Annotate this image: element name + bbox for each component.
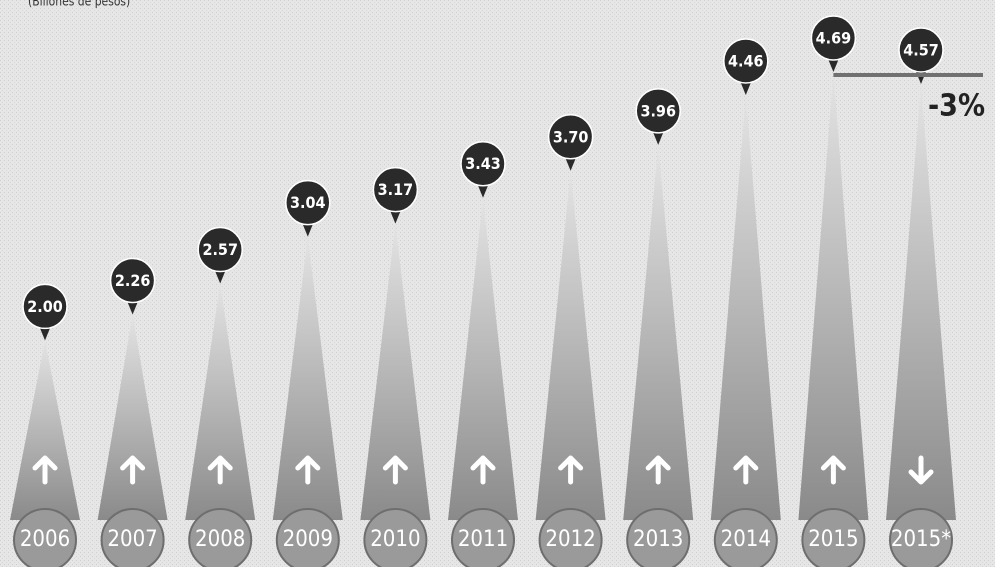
x-tick-label: 2015 <box>808 527 858 552</box>
page: {"chart_data": {"type": "bar", "subtitle… <box>0 0 995 567</box>
x-tick-label: 2011 <box>458 527 508 552</box>
value-label: 3.70 <box>553 127 589 146</box>
subtitle: (Billones de pesos) <box>28 0 130 9</box>
value-label: 2.57 <box>202 240 238 259</box>
value-label: 3.17 <box>378 180 414 199</box>
value-label: 4.69 <box>816 29 852 48</box>
value-label: 3.43 <box>465 154 501 173</box>
value-label: 2.00 <box>27 297 63 316</box>
value-label: 4.57 <box>903 40 939 59</box>
chart: (Billones de pesos) 2006 2.00 2007 2.26 2008… <box>0 0 995 567</box>
x-tick-label: 2014 <box>721 527 771 552</box>
x-tick-label: 2006 <box>20 527 70 552</box>
annotation: -3% <box>928 89 985 124</box>
x-tick-label: 2009 <box>283 527 333 552</box>
x-tick-label: 2012 <box>545 527 595 552</box>
x-tick-label: 2008 <box>195 527 245 552</box>
x-tick-label: 2013 <box>633 527 683 552</box>
value-label: 3.96 <box>640 101 676 120</box>
x-tick-label: 2015* <box>891 527 951 552</box>
value-label: 4.46 <box>728 51 764 70</box>
value-label: 2.26 <box>115 271 151 290</box>
x-tick-label: 2007 <box>107 527 157 552</box>
x-tick-label: 2010 <box>370 527 420 552</box>
value-label: 3.04 <box>290 193 326 212</box>
